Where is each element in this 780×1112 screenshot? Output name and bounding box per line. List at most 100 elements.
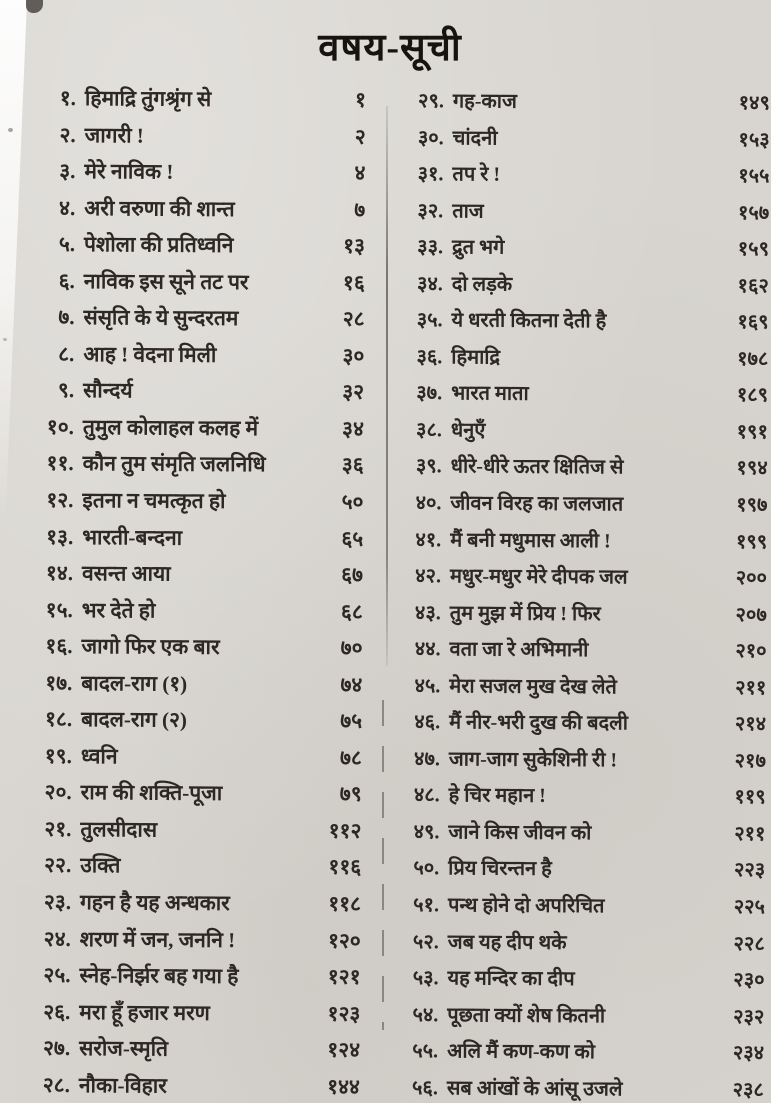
entry-number: ५१. [413, 894, 440, 917]
entry-page: २३८ [732, 1078, 764, 1102]
toc-entry: ४३. तुम मुझ में प्रिय ! फिर २०७ [395, 598, 767, 637]
column-divider-rule-dashed [382, 700, 384, 1030]
entry-page: १२१ [327, 964, 361, 989]
toc-entry: १६. जागो फिर एक बार ७० [26, 632, 362, 671]
entry-number: ६. [58, 268, 75, 293]
entry-number: ३६. [416, 345, 443, 369]
entry-page: ३० [342, 343, 365, 368]
entry-page: ३२ [342, 380, 365, 405]
entry-title: बादल-राग (२) [81, 707, 188, 733]
entry-number: ३१. [417, 163, 444, 186]
entry-number: ४. [59, 195, 76, 220]
entry-title: धीरे-धीरे ऊतर क्षितिज से [450, 455, 624, 479]
entry-title: सब आंखों के आंसू उजले [446, 1077, 623, 1101]
toc-entry: ५५. अलि मैं कण-कण को २३४ [392, 1036, 764, 1075]
entry-number: ४२. [415, 565, 442, 588]
entry-title: जीवन विरह का जलजात [450, 492, 624, 516]
entry-number: ४३. [414, 601, 441, 624]
entry-title: अलि मैं कण-कण को [447, 1040, 595, 1064]
toc-entry: ४२. मधुर-मधुर मेरे दीपक जल २०० [395, 561, 767, 600]
entry-number: २९. [418, 90, 444, 113]
entry-title: तुमुल कोलाहल कलह में [82, 415, 259, 441]
entry-page: २८ [342, 306, 365, 332]
entry-page: २१७ [734, 749, 766, 773]
entry-title: भारत माता [451, 382, 529, 406]
entry-title: वता जा रे अभिमानी [449, 638, 589, 662]
entry-title: द्रुत भगे [451, 236, 505, 259]
toc-entry: ५३. यह मन्दिर का दीप २३० [392, 963, 765, 1002]
toc-entry: ३६. हिमाद्रि १७८ [396, 342, 768, 381]
entry-title: धेनुएँ [450, 419, 486, 442]
toc-entry: ७. संसृति के ये सुन्दरतम २८ [28, 303, 364, 342]
entry-page: २०० [735, 567, 768, 590]
toc-entry: १५. भर देते हो ६८ [27, 595, 363, 634]
entry-title: जब यह दीप थके [447, 930, 567, 954]
toc-entry: २६. मरा हूँ हजार मरण १२३ [24, 997, 360, 1036]
toc-entry: ३०. चांदनी १५३ [398, 123, 770, 162]
entry-number: ८. [58, 341, 75, 366]
scan-speck [3, 338, 7, 341]
toc-entry: १३. भारती-बन्दना ६५ [27, 522, 363, 561]
entry-page: १४९ [738, 92, 770, 115]
entry-page: २२३ [733, 859, 766, 882]
entry-number: ४९. [413, 821, 440, 844]
toc-entry: २९. गह-काज १४९ [398, 86, 770, 125]
entry-page: ७५ [340, 709, 363, 734]
entry-number: १६. [45, 634, 73, 659]
entry-number: ४०. [415, 492, 442, 515]
entry-title: उक्ति [80, 853, 121, 878]
entry-page: ७० [340, 635, 363, 661]
toc-entry: ४६. मैं नीर-भरी दुख की बदली २१४ [394, 707, 766, 746]
entry-title: पन्थ होने दो अपरिचित [447, 894, 605, 918]
entry-title: हिमाद्रि तुंगश्रृंग से [84, 86, 212, 111]
entry-title: मेरे नाविक ! [84, 159, 174, 184]
toc-entry: ६. नाविक इस सूने तट पर १६ [29, 267, 365, 306]
toc-entry: ३१. तप रे ! १५५ [397, 159, 770, 198]
toc-entry: १. हिमाद्रि तुंगश्रृंग से १ [30, 84, 366, 123]
toc-entry: २०. राम की शक्ति-पूजा ७९ [26, 778, 362, 817]
entry-page: ३४ [341, 416, 364, 441]
entry-page: २११ [735, 676, 767, 700]
entry-page: १२३ [327, 1001, 361, 1026]
entry-number: २. [59, 122, 76, 147]
toc-entry: १७. बादल-राग (१) ७४ [26, 669, 362, 708]
entry-number: ३३. [417, 236, 444, 259]
entry-page: १६२ [737, 274, 769, 298]
entry-number: ३५. [416, 309, 443, 332]
toc-entry: २. जागरी ! २ [30, 120, 366, 159]
entry-title: भर देते हो [81, 597, 156, 623]
toc-entry: ४५. मेरा सजल मुख देख लेते २११ [394, 671, 766, 710]
entry-title: सौन्दर्य [83, 378, 133, 403]
toc-entry: २७. सरोज-स्मृति १२४ [24, 1034, 360, 1073]
entry-title: मैं नीर-भरी दुख की बदली [449, 711, 628, 735]
toc-entry: ३८. धेनुएँ १९१ [396, 415, 768, 454]
entry-title: यह मन्दिर का दीप [447, 967, 575, 991]
toc-entry: ३४. दो लड़के १६२ [397, 269, 769, 308]
entry-number: ३४. [416, 272, 443, 296]
entry-number: ३. [59, 159, 76, 184]
entry-page: ६७ [341, 562, 364, 587]
entry-title: गहन है यह अन्धकार [79, 890, 230, 916]
entry-page: १४४ [327, 1074, 360, 1099]
toc-entry: ३९. धीरे-धीरे ऊतर क्षितिज से १९४ [396, 452, 768, 491]
entry-page: ११२ [328, 818, 362, 843]
toc-entry: ५१. पन्थ होने दो अपरिचित २२५ [393, 890, 765, 929]
toc-entry: २२. उक्ति ११६ [25, 851, 361, 890]
entry-title: हे चिर महान ! [448, 784, 546, 808]
page-title: वषय-सूची [318, 27, 462, 69]
toc-entry: २१. तुलसीदास ११२ [25, 815, 361, 854]
entry-page: ११६ [328, 855, 362, 880]
toc-entry: १०. तुमुल कोलाहल कलह में ३४ [28, 413, 364, 452]
entry-page: ४ [354, 160, 366, 185]
entry-title: अरी वरुणा की शान्त [84, 195, 235, 221]
entry-title: जागो फिर एक बार [81, 634, 220, 660]
entry-title: भारती-बन्दना [82, 524, 183, 550]
entry-number: २४. [43, 926, 71, 951]
entry-title: तप रे ! [452, 163, 501, 186]
entry-title: पूछता क्यों शेष कितनी [447, 1004, 606, 1028]
entry-title: चांदनी [452, 126, 498, 150]
column-divider-rule [386, 106, 388, 666]
entry-page: १५३ [738, 128, 770, 151]
entry-number: २८. [42, 1072, 70, 1097]
